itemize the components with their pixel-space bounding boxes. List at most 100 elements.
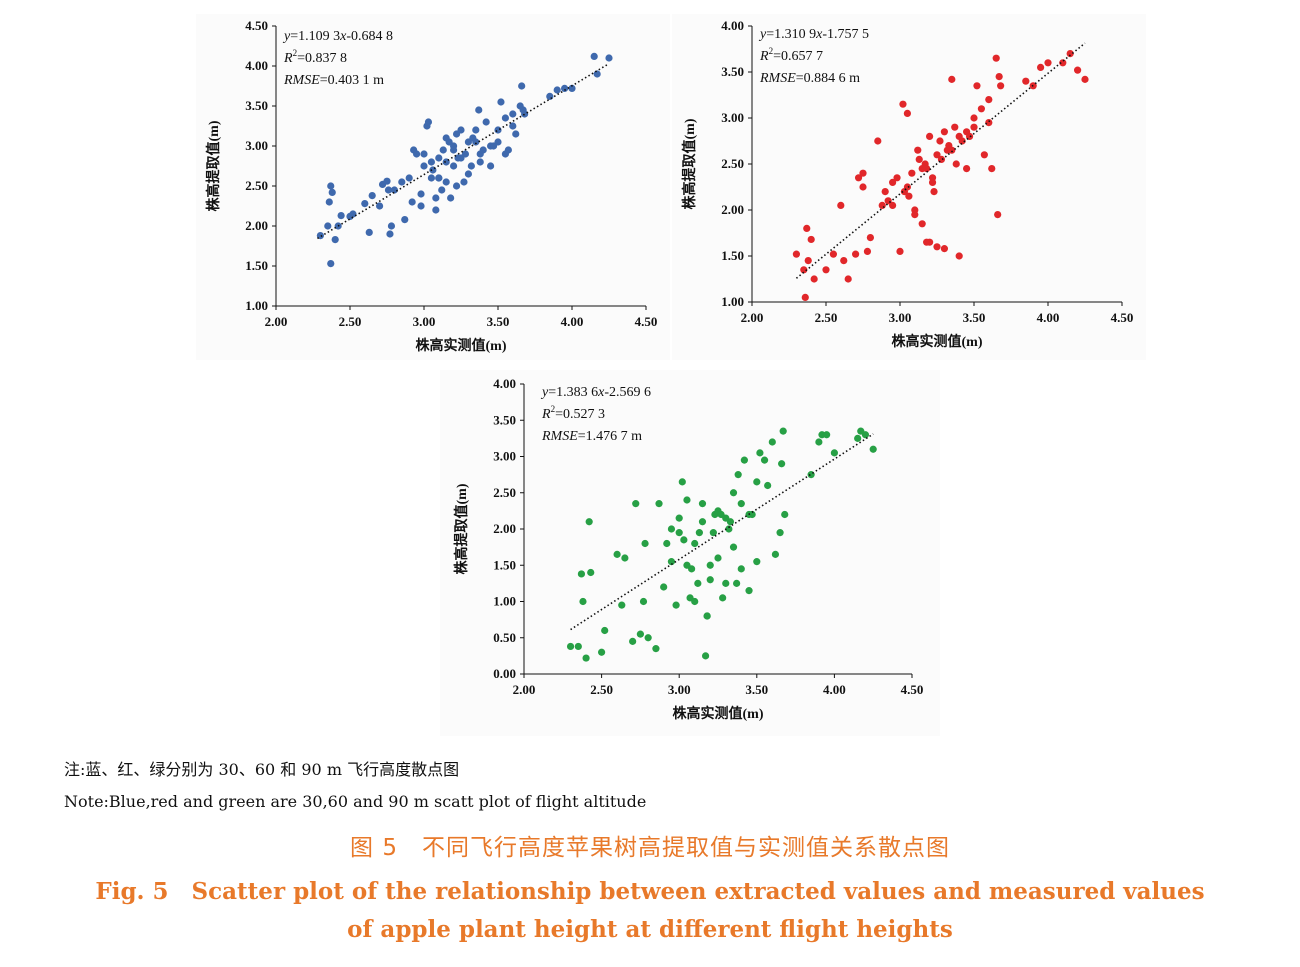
data-point [327,260,335,268]
data-point [706,576,714,584]
y-tick-label: 2.50 [493,485,516,500]
data-point [781,510,789,519]
data-point [822,266,830,274]
data-point [737,500,745,508]
y-tick-label: 4.00 [721,18,744,33]
data-point [1037,63,1045,71]
regression-equation: y=1.383 6x-2.569 6 [540,385,651,400]
data-point [863,247,872,255]
data-point [703,612,711,620]
rmse: RMSE=1.476 7 m [541,429,642,444]
data-point [435,174,443,182]
data-point [840,257,848,265]
data-point [706,561,714,569]
equation-intercept: -0.684 8 [346,29,393,44]
data-point [636,630,644,638]
data-point [905,192,913,200]
data-point [745,587,753,595]
data-point [476,158,484,166]
data-point [442,134,450,142]
data-point [691,597,699,606]
scatter-chart-90m: 2.00 2.50 3.00 3.50 4.00 4.50 0.00 0.50 1.00 1.50… [453,376,924,722]
data-point [740,456,748,464]
data-point [881,188,889,196]
r-squared-value: =0.837 8 [297,51,347,66]
data-point [450,162,458,170]
y-tick-label: 3.00 [245,138,268,153]
data-point [390,186,398,194]
data-point [695,529,703,537]
data-point [970,123,978,131]
data-point [494,126,502,134]
data-point [675,529,683,537]
data-point [915,155,923,163]
data-point [804,257,812,265]
data-point [936,137,944,145]
chart-panel-30m: 2.00 2.50 3.00 3.50 4.00 4.50 1.00 1.50 2.00 2.50… [196,14,670,360]
data-point [1074,66,1082,74]
data-point [464,170,472,178]
data-point [698,500,707,508]
data-point [479,146,487,154]
y-tick-label: 1.50 [721,248,744,263]
data-point [801,293,809,301]
data-point [800,266,808,274]
data-point [948,75,956,83]
data-point [722,579,730,587]
y-tick-label: 3.50 [245,98,268,113]
y-tick-label: 3.50 [721,64,744,79]
data-point [601,626,609,635]
equation-x: x [339,29,347,44]
data-point [593,70,601,78]
data-point [779,427,787,435]
data-point [438,186,446,194]
data-point [823,431,831,439]
data-point [561,84,569,92]
data-point [420,162,428,170]
rmse-label: RMSE [759,71,796,86]
data-point [830,449,838,457]
data-point [667,558,676,566]
data-point [1022,77,1030,85]
data-point [405,174,413,182]
data-point [427,174,435,182]
data-point [613,550,621,558]
x-tick-label: 4.50 [901,682,924,697]
data-point [753,558,761,566]
data-point [985,119,993,127]
y-tick-label: 1.00 [245,298,268,313]
data-point [672,601,680,609]
data-point [977,105,985,113]
y-tick-label: 3.00 [493,449,516,464]
data-point [512,130,520,138]
equation-x: x [815,27,823,42]
data-point [807,235,815,244]
r-squared-sup: 2 [551,404,556,414]
x-tick-label: 4.00 [561,314,584,329]
data-point [383,177,391,185]
data-point [447,194,455,202]
y-tick-label: 2.00 [493,521,516,536]
data-point [683,496,691,504]
x-axis-label: 株高实测值(m) [892,333,983,350]
data-point [837,201,845,209]
data-point [680,536,688,544]
data-point [952,160,960,168]
data-point [771,550,780,558]
trend-line [317,62,610,240]
data-point [874,137,882,145]
equation-coef: =1.383 6 [548,385,598,400]
data-point [737,565,745,573]
scatter-chart-60m: 2.00 2.50 3.00 3.50 4.00 4.50 1.00 1.50 2.00 2.50… [681,18,1133,350]
data-point [590,52,598,61]
data-point [878,201,886,209]
r-squared: R2=0.527 3 [541,404,605,422]
data-point [914,146,922,154]
equation-coef: =1.310 9 [766,27,816,42]
data-point [461,150,470,158]
r-squared-sup: 2 [769,46,774,56]
data-point [457,126,465,134]
data-point [803,224,811,232]
data-point [995,73,1003,81]
data-point [475,106,483,114]
